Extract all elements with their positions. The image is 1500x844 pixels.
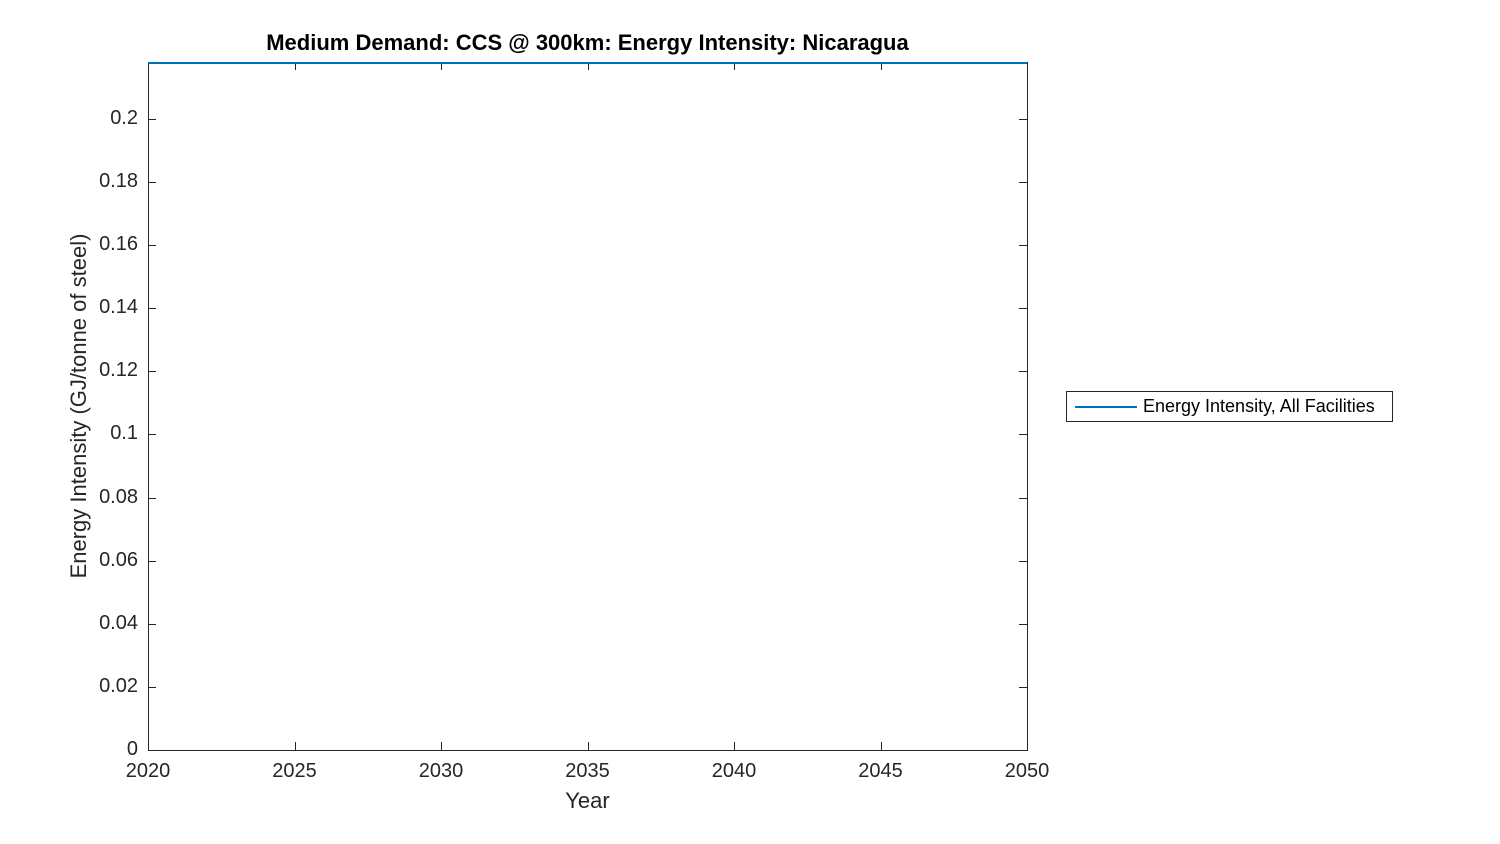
x-tick-label: 2050: [1004, 760, 1050, 782]
y-tick-label: 0.12: [99, 359, 138, 382]
legend: Energy Intensity, All Facilities: [1066, 391, 1393, 422]
y-tick-label: 0.18: [99, 169, 138, 192]
x-tick-label: 2045: [858, 760, 903, 782]
y-tick-label: 0.04: [99, 611, 138, 634]
y-tick-label: 0.14: [99, 296, 138, 319]
x-axis-label: Year: [565, 788, 610, 813]
x-tick-label: 2030: [418, 760, 464, 782]
y-tick-label: 0.16: [99, 233, 138, 256]
x-tick-label: 2035: [565, 760, 610, 782]
chart-title: Medium Demand: CCS @ 300km: Energy Inten…: [266, 30, 909, 55]
legend-entry-label: Energy Intensity, All Facilities: [1143, 396, 1375, 416]
x-tick-label: 2020: [125, 760, 171, 782]
y-tick-label: 0.06: [99, 548, 138, 571]
axes-box: [148, 62, 1028, 751]
y-tick-label: 0.02: [99, 674, 138, 697]
x-tick-label: 2040: [711, 760, 757, 782]
y-tick-label: 0.08: [99, 485, 138, 508]
legend-line-sample: [1075, 405, 1137, 408]
y-tick-label: 0.2: [110, 106, 138, 129]
y-tick-label: 0.1: [110, 422, 138, 445]
y-axis-label: Energy Intensity (GJ/tonne of steel): [66, 233, 91, 579]
y-tick-label: 0: [126, 738, 138, 760]
x-tick-label: 2025: [272, 760, 317, 782]
